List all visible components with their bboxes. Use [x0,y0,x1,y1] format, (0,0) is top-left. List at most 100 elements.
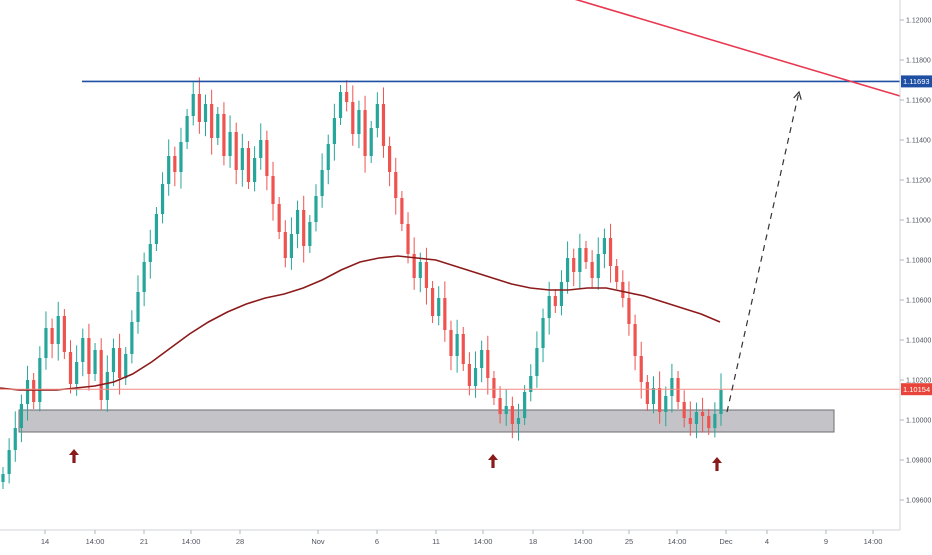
candle[interactable] [400,191,404,231]
candle[interactable] [510,396,514,439]
candle[interactable] [424,247,429,305]
candle[interactable] [541,308,545,363]
candle[interactable] [32,373,36,409]
candle[interactable] [117,333,122,395]
candle[interactable] [320,153,324,208]
candle[interactable] [179,127,183,189]
candle[interactable] [357,100,361,149]
candle[interactable] [19,394,24,443]
candle[interactable] [130,310,134,364]
candle[interactable] [412,237,416,290]
candle[interactable] [670,363,674,413]
candle[interactable] [584,241,588,269]
candle[interactable] [185,109,189,149]
candle[interactable] [7,438,11,484]
candle[interactable] [253,146,257,192]
candle[interactable] [615,259,619,289]
candle[interactable] [308,215,312,253]
candle[interactable] [381,87,386,158]
candle[interactable] [596,237,600,290]
candle[interactable] [700,397,705,433]
candle[interactable] [651,376,656,414]
candle[interactable] [621,270,625,308]
support-zone[interactable] [18,409,835,433]
candle[interactable] [682,390,686,428]
candle[interactable] [430,281,435,323]
candle[interactable] [559,270,564,316]
candle[interactable] [602,228,607,269]
candle[interactable] [363,95,367,173]
candle[interactable] [627,281,631,336]
candle[interactable] [565,241,570,294]
candle[interactable] [246,141,251,189]
descending-trendline[interactable] [497,0,901,97]
candle[interactable] [443,281,447,342]
candle[interactable] [228,115,232,168]
x-axis[interactable]: 14 14:00 21 14:00 28 Nov 6 11 14:00 18 14:00 25 14:0… [41,530,883,546]
candle[interactable] [222,102,226,166]
candle[interactable] [535,331,539,388]
candle[interactable] [44,311,48,370]
candle[interactable] [234,122,238,185]
candle[interactable] [658,371,662,424]
candle[interactable] [62,309,66,359]
candle[interactable] [68,340,73,394]
candle[interactable] [492,371,496,405]
candle[interactable] [369,121,373,163]
candle[interactable] [265,130,269,191]
candle[interactable] [694,402,699,439]
candle[interactable] [473,351,478,398]
candle[interactable] [326,134,330,185]
candle[interactable] [664,386,668,427]
candle[interactable] [259,123,263,170]
candle[interactable] [406,212,410,264]
candle[interactable] [516,403,521,441]
candle[interactable] [111,338,116,387]
candle[interactable] [240,133,244,187]
candle[interactable] [314,184,318,232]
candle[interactable] [345,80,349,112]
candle[interactable] [142,252,146,307]
candle[interactable] [449,320,453,371]
candle[interactable] [277,197,281,239]
candle[interactable] [173,146,177,187]
candle[interactable] [124,347,128,385]
candle[interactable] [1,467,5,489]
candle[interactable] [590,250,594,288]
candle[interactable] [572,248,576,287]
candle[interactable] [467,352,471,396]
candle[interactable] [13,411,17,462]
candle[interactable] [302,195,306,263]
candle[interactable] [553,289,557,313]
candle[interactable] [289,217,294,270]
candle[interactable] [645,375,649,411]
candle[interactable] [461,327,465,371]
candle[interactable] [688,401,692,436]
candle[interactable] [486,335,490,395]
candle[interactable] [418,252,422,293]
candle[interactable] [504,389,508,426]
candle[interactable] [283,220,287,268]
candle[interactable] [154,207,159,251]
candle[interactable] [271,161,275,221]
candle[interactable] [38,346,42,412]
candle[interactable] [50,318,54,359]
candle[interactable] [707,409,711,435]
y-axis[interactable]: 1.12000 1.11800 1.11600 1.11400 1.11200 1.110… [900,18,931,505]
candle[interactable] [332,103,336,161]
candle[interactable] [25,365,30,421]
candle[interactable] [210,89,214,155]
candle[interactable] [455,319,459,373]
candle[interactable] [375,92,379,138]
candle[interactable] [719,373,723,426]
candle[interactable] [136,275,140,334]
candle[interactable] [523,385,527,425]
candle[interactable] [56,301,60,361]
candle[interactable] [394,157,398,215]
candle[interactable] [529,364,533,402]
candle[interactable] [216,107,220,145]
candle[interactable] [160,172,165,224]
candle[interactable] [167,139,171,196]
candle[interactable] [351,85,355,146]
candle[interactable] [99,338,103,410]
